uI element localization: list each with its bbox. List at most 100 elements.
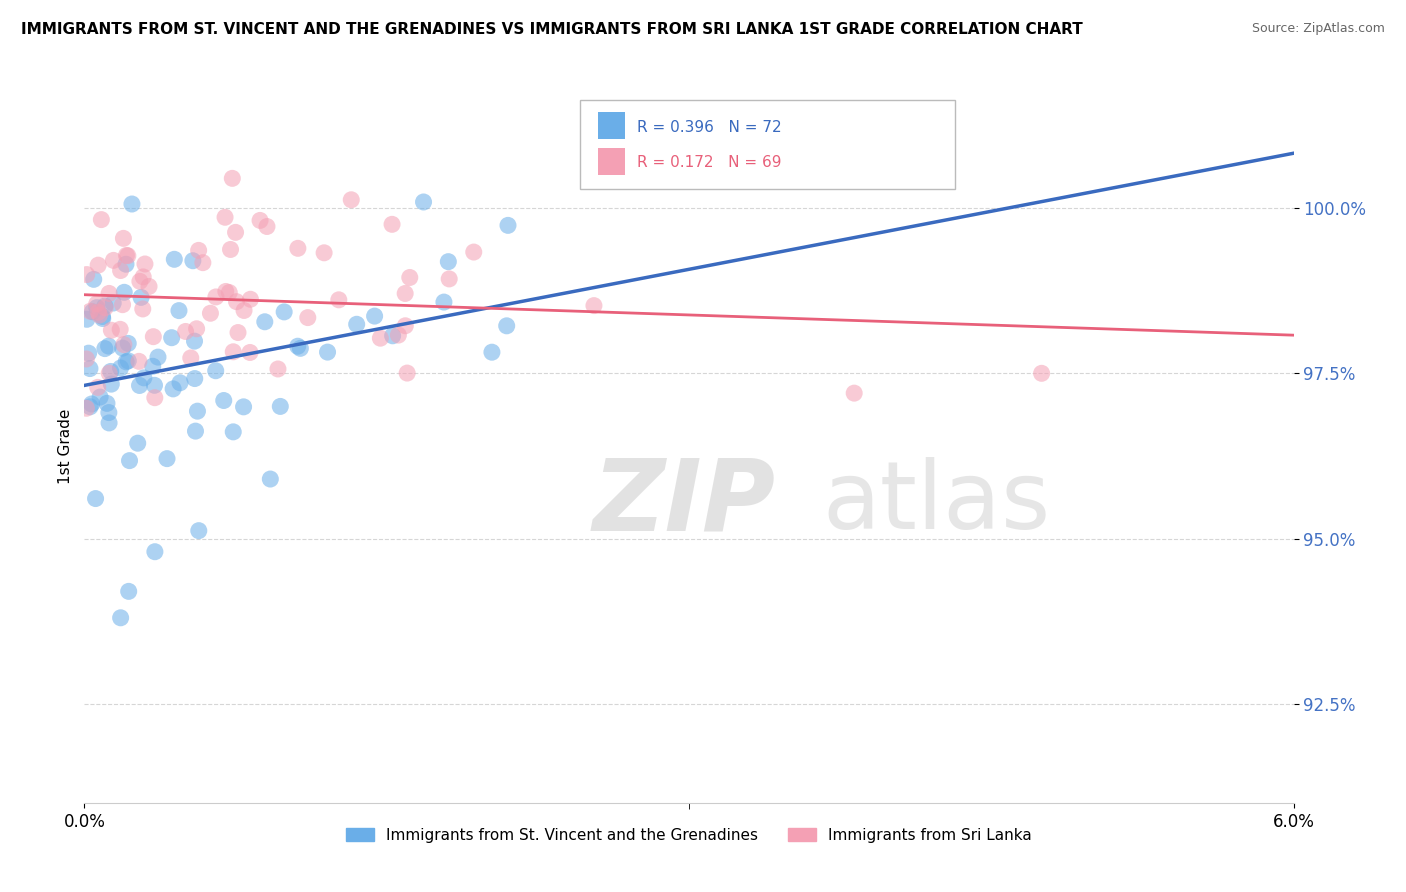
Point — [184, 371, 207, 385]
Point — [100, 377, 122, 392]
Point — [127, 436, 149, 450]
Point — [103, 296, 125, 310]
Point — [115, 248, 138, 262]
Point — [118, 453, 141, 467]
Point — [84, 491, 107, 506]
Point — [215, 285, 238, 299]
Point — [115, 257, 138, 271]
Point — [187, 524, 209, 538]
Point — [111, 341, 134, 355]
Point — [86, 297, 108, 311]
Point — [180, 351, 202, 365]
Point — [128, 354, 150, 368]
Point — [239, 345, 262, 359]
Text: R = 0.396   N = 72: R = 0.396 N = 72 — [637, 120, 782, 135]
Text: R = 0.172   N = 69: R = 0.172 N = 69 — [637, 155, 782, 170]
Point — [346, 318, 368, 332]
Point — [219, 243, 242, 257]
Point — [110, 611, 132, 625]
Point — [495, 318, 517, 333]
Point — [91, 311, 114, 326]
Point — [225, 294, 247, 309]
Point — [143, 378, 166, 392]
Point — [115, 355, 138, 369]
Point — [98, 286, 121, 301]
Point — [1031, 367, 1053, 381]
Point — [191, 255, 214, 269]
Point — [75, 401, 97, 416]
Point — [167, 303, 190, 318]
Point — [253, 315, 276, 329]
Point — [160, 331, 183, 345]
Point — [183, 334, 205, 348]
Point — [232, 400, 254, 414]
Point — [273, 305, 295, 319]
Point — [156, 451, 179, 466]
Point — [79, 361, 101, 376]
Point — [582, 299, 605, 313]
Point — [89, 308, 111, 322]
Point — [218, 285, 240, 300]
Point — [134, 257, 156, 271]
Point — [77, 346, 100, 360]
Point — [184, 424, 207, 438]
Point — [249, 213, 271, 227]
Point — [290, 342, 312, 356]
Legend: Immigrants from St. Vincent and the Grenadines, Immigrants from Sri Lanka: Immigrants from St. Vincent and the Gren… — [340, 822, 1038, 848]
Point — [394, 286, 416, 301]
Point — [98, 366, 121, 380]
Point — [112, 285, 135, 300]
Point — [132, 301, 155, 316]
Point — [142, 359, 165, 374]
Point — [387, 328, 409, 343]
Text: atlas: atlas — [823, 457, 1050, 549]
FancyBboxPatch shape — [581, 100, 955, 189]
Point — [75, 351, 97, 366]
Point — [128, 378, 150, 392]
Point — [94, 301, 117, 315]
Point — [412, 194, 434, 209]
Point — [174, 325, 197, 339]
Point — [481, 345, 503, 359]
Point — [100, 364, 122, 378]
Point — [86, 380, 108, 394]
Point — [96, 396, 118, 410]
Point — [314, 245, 336, 260]
Text: Source: ZipAtlas.com: Source: ZipAtlas.com — [1251, 22, 1385, 36]
Point — [100, 323, 122, 337]
Point — [394, 318, 416, 333]
Point — [82, 304, 104, 318]
Point — [121, 197, 143, 211]
Point — [287, 339, 309, 353]
Point — [370, 331, 392, 345]
Point — [112, 231, 135, 245]
Point — [132, 371, 155, 385]
Point — [89, 390, 111, 404]
Point — [110, 361, 132, 376]
Point — [98, 416, 121, 430]
Point — [222, 425, 245, 439]
Point — [143, 545, 166, 559]
Point — [87, 258, 110, 272]
Point — [267, 362, 290, 376]
Point — [94, 299, 117, 313]
Point — [83, 272, 105, 286]
FancyBboxPatch shape — [599, 148, 624, 175]
Point — [91, 310, 114, 324]
Point — [844, 386, 866, 401]
Point — [138, 279, 160, 293]
Point — [187, 244, 209, 258]
Point — [463, 245, 485, 260]
Point — [437, 254, 460, 268]
Point — [437, 272, 460, 286]
Point — [110, 263, 132, 277]
Point — [146, 350, 169, 364]
Point — [433, 295, 456, 310]
Point — [79, 400, 101, 414]
Point — [398, 270, 420, 285]
Point — [225, 225, 247, 239]
Point — [381, 217, 404, 231]
Point — [169, 376, 191, 390]
Point — [226, 326, 249, 340]
Point — [363, 309, 385, 323]
